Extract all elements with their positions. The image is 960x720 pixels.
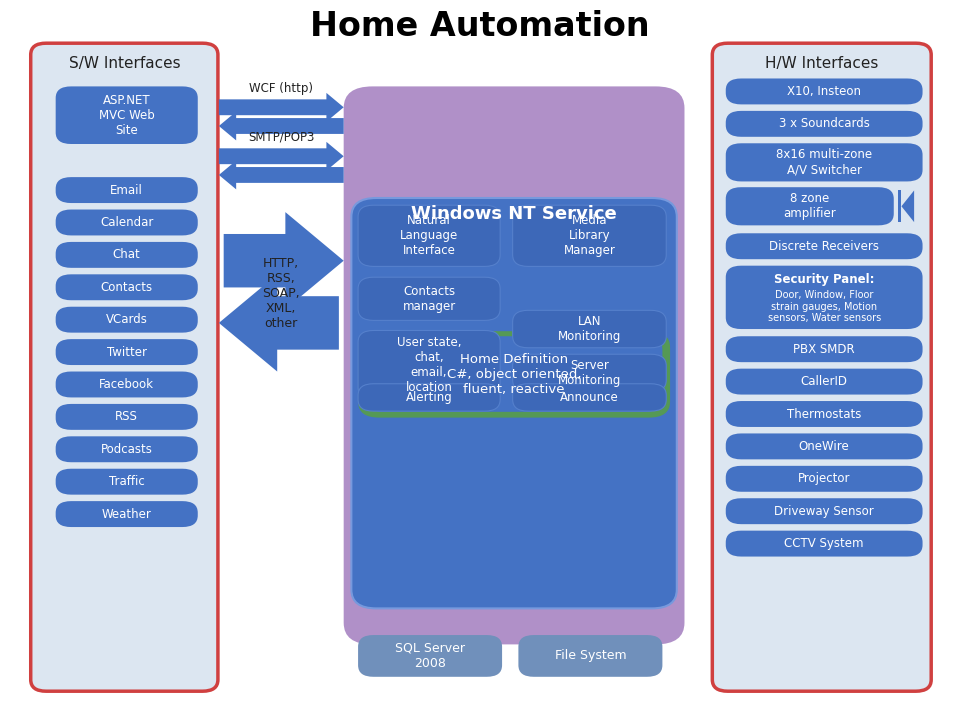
FancyBboxPatch shape	[56, 404, 198, 430]
Text: Weather: Weather	[102, 508, 152, 521]
Text: Driveway Sensor: Driveway Sensor	[775, 505, 874, 518]
FancyBboxPatch shape	[344, 86, 684, 644]
FancyBboxPatch shape	[358, 205, 500, 266]
Polygon shape	[219, 274, 339, 372]
Text: Contacts
manager: Contacts manager	[402, 285, 456, 312]
FancyBboxPatch shape	[56, 436, 198, 462]
FancyBboxPatch shape	[726, 498, 923, 524]
Text: Alerting: Alerting	[406, 391, 452, 404]
Text: RSS: RSS	[115, 410, 138, 423]
Text: SMTP/POP3: SMTP/POP3	[248, 131, 315, 144]
Text: SQL Server
2008: SQL Server 2008	[396, 642, 465, 670]
Text: Announce: Announce	[560, 391, 619, 404]
Text: Server
Monitoring: Server Monitoring	[558, 359, 621, 387]
Text: PBX SMDR: PBX SMDR	[793, 343, 855, 356]
FancyBboxPatch shape	[358, 635, 502, 677]
Text: Calendar: Calendar	[100, 216, 154, 229]
Polygon shape	[224, 212, 344, 310]
Text: Door, Window, Floor
strain gauges, Motion
sensors, Water sensors: Door, Window, Floor strain gauges, Motio…	[768, 290, 880, 323]
FancyBboxPatch shape	[513, 310, 666, 348]
FancyBboxPatch shape	[726, 433, 923, 459]
Text: Traffic: Traffic	[108, 475, 145, 488]
Text: Twitter: Twitter	[107, 346, 147, 359]
Text: Contacts: Contacts	[101, 281, 153, 294]
FancyBboxPatch shape	[358, 277, 500, 320]
FancyBboxPatch shape	[366, 336, 662, 412]
Text: Home Definition
C#, object oriented,
fluent, reactive: Home Definition C#, object oriented, flu…	[446, 353, 582, 395]
FancyBboxPatch shape	[56, 274, 198, 300]
FancyBboxPatch shape	[726, 531, 923, 557]
FancyBboxPatch shape	[358, 330, 500, 399]
FancyBboxPatch shape	[56, 469, 198, 495]
Text: S/W Interfaces: S/W Interfaces	[68, 56, 180, 71]
FancyBboxPatch shape	[726, 401, 923, 427]
Text: Email: Email	[110, 184, 143, 197]
Text: X10, Insteon: X10, Insteon	[787, 85, 861, 98]
Polygon shape	[901, 190, 914, 222]
FancyBboxPatch shape	[726, 143, 923, 181]
FancyBboxPatch shape	[898, 190, 901, 222]
Text: 3 x Soundcards: 3 x Soundcards	[779, 117, 870, 130]
FancyBboxPatch shape	[56, 86, 198, 144]
FancyBboxPatch shape	[358, 384, 500, 411]
Text: Natural
Language
Interface: Natural Language Interface	[400, 215, 458, 257]
Text: Windows NT Service: Windows NT Service	[411, 204, 617, 223]
FancyBboxPatch shape	[726, 78, 923, 104]
Text: Home Automation: Home Automation	[310, 10, 650, 43]
Text: User state,
chat,
email,
location: User state, chat, email, location	[396, 336, 462, 394]
Text: 8 zone
amplifier: 8 zone amplifier	[783, 192, 836, 220]
Text: CallerID: CallerID	[801, 375, 848, 388]
FancyBboxPatch shape	[726, 266, 923, 329]
FancyBboxPatch shape	[513, 354, 666, 392]
Text: Discrete Receivers: Discrete Receivers	[769, 240, 879, 253]
FancyBboxPatch shape	[726, 187, 894, 225]
Text: Security Panel:: Security Panel:	[774, 273, 875, 286]
Text: VCards: VCards	[106, 313, 148, 326]
Text: Facebook: Facebook	[99, 378, 155, 391]
Text: WCF (http): WCF (http)	[250, 82, 313, 95]
FancyBboxPatch shape	[56, 307, 198, 333]
FancyBboxPatch shape	[726, 369, 923, 395]
FancyBboxPatch shape	[56, 501, 198, 527]
FancyBboxPatch shape	[56, 372, 198, 397]
Text: Thermostats: Thermostats	[787, 408, 861, 420]
FancyBboxPatch shape	[726, 233, 923, 259]
Polygon shape	[219, 112, 344, 140]
Text: Podcasts: Podcasts	[101, 443, 153, 456]
FancyBboxPatch shape	[31, 43, 218, 691]
FancyBboxPatch shape	[726, 336, 923, 362]
Text: HTTP,
RSS,
SOAP,
XML,
other: HTTP, RSS, SOAP, XML, other	[262, 257, 300, 330]
FancyBboxPatch shape	[726, 466, 923, 492]
FancyBboxPatch shape	[518, 635, 662, 677]
FancyBboxPatch shape	[712, 43, 931, 691]
FancyBboxPatch shape	[351, 198, 677, 608]
FancyBboxPatch shape	[56, 210, 198, 235]
FancyBboxPatch shape	[513, 384, 666, 411]
Text: Projector: Projector	[798, 472, 851, 485]
FancyBboxPatch shape	[726, 111, 923, 137]
Text: OneWire: OneWire	[799, 440, 850, 453]
Text: 8x16 multi-zone
A/V Switcher: 8x16 multi-zone A/V Switcher	[776, 148, 873, 176]
Polygon shape	[219, 93, 344, 122]
FancyBboxPatch shape	[513, 205, 666, 266]
FancyBboxPatch shape	[358, 331, 670, 418]
Text: Media
Library
Manager: Media Library Manager	[564, 215, 615, 257]
Polygon shape	[219, 142, 344, 171]
FancyBboxPatch shape	[56, 339, 198, 365]
Text: LAN
Monitoring: LAN Monitoring	[558, 315, 621, 343]
Text: CCTV System: CCTV System	[784, 537, 864, 550]
Polygon shape	[219, 161, 344, 189]
FancyBboxPatch shape	[56, 177, 198, 203]
Text: ASP.NET
MVC Web
Site: ASP.NET MVC Web Site	[99, 94, 155, 137]
FancyBboxPatch shape	[56, 242, 198, 268]
Text: File System: File System	[555, 649, 626, 662]
Text: H/W Interfaces: H/W Interfaces	[765, 56, 878, 71]
Text: Chat: Chat	[113, 248, 140, 261]
